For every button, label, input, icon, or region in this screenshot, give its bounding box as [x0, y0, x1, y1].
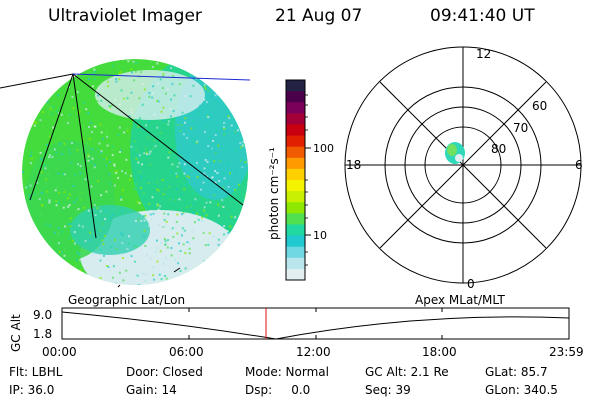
info-door: Door: Closed	[126, 365, 203, 379]
colorbar-unit-label: photon cm⁻²s⁻¹	[267, 147, 281, 240]
orbit-y-tick-max: 9.0	[33, 308, 52, 322]
colorbar-stripe	[286, 124, 305, 137]
info-dsp: Dsp: 0.0	[245, 383, 310, 397]
polar-aurora-patch	[445, 142, 465, 164]
observation-date: 21 Aug 07	[275, 6, 363, 26]
colorbar-stripe	[286, 257, 305, 270]
colorbar-stripe	[286, 191, 305, 203]
colorbar-tick-10: 10	[313, 229, 327, 242]
instrument-status: Flt: LBHL Door: Closed Mode: Normal GC A…	[9, 365, 558, 397]
colorbar-stripe	[286, 113, 305, 125]
orbit-right-title: Apex MLat/MLT	[415, 293, 505, 307]
orbit-x-tick-2: 12:00	[296, 345, 331, 359]
colorbar-stripe	[286, 268, 305, 281]
mlt-label-18: 18	[346, 158, 361, 172]
mlt-label-12: 12	[476, 47, 491, 61]
orbit-x-tick-3: 18:00	[422, 345, 457, 359]
colorbar-tick-100: 100	[313, 142, 334, 155]
info-mode: Mode: Normal	[245, 365, 329, 379]
colorbar-stripe	[286, 157, 305, 170]
colorbar-stripe	[286, 235, 305, 248]
mlat-label-60: 60	[532, 99, 547, 113]
orbit-altitude-curve	[61, 311, 570, 340]
colorbar-stripe	[286, 224, 305, 237]
uv-earth-image	[0, 59, 251, 288]
info-gain: Gain: 14	[126, 383, 177, 397]
mlat-label-70: 70	[513, 121, 528, 135]
colorbar-stripe	[286, 202, 305, 214]
geo-grid-lines	[0, 73, 244, 288]
orbit-y-tick-min: 1.8	[33, 327, 52, 341]
colorbar-stripe	[286, 80, 305, 92]
colorbar-stripe	[286, 102, 305, 114]
colorbar-stripe	[286, 246, 305, 259]
colorbar-stripe	[286, 91, 305, 103]
mlt-label-6: 6	[575, 158, 583, 172]
info-gc-alt: GC Alt: 2.1 Re	[365, 365, 449, 379]
info-ip: IP: 36.0	[9, 383, 54, 397]
terminator-line	[72, 73, 251, 81]
orbit-plot: Geographic Lat/Lon Apex MLat/MLT GC Alt …	[9, 293, 584, 359]
instrument-title: Ultraviolet Imager	[48, 6, 202, 26]
mlt-label-0: 0	[467, 277, 475, 291]
observation-time: 09:41:40 UT	[430, 6, 535, 26]
info-seq: Seq: 39	[365, 383, 411, 397]
info-filter: Flt: LBHL	[9, 365, 63, 379]
orbit-x-tick-0: 00:00	[42, 345, 77, 359]
orbit-x-tick-1: 06:00	[169, 345, 204, 359]
colorbar-stripe	[286, 213, 305, 225]
colorbar-stripe	[286, 168, 305, 181]
colorbar-stripe	[286, 180, 305, 192]
colorbar: 100 10 photon cm⁻²s⁻¹	[267, 79, 334, 281]
info-glat: GLat: 85.7	[485, 365, 548, 379]
colorbar-stripe	[286, 146, 305, 159]
orbit-y-label: GC Alt	[9, 314, 23, 352]
orbit-left-title: Geographic Lat/Lon	[68, 293, 185, 307]
info-glon: GLon: 340.5	[485, 383, 558, 397]
mlat-label-80: 80	[491, 142, 506, 156]
colorbar-stripe	[286, 135, 305, 148]
orbit-x-tick-4: 23:59	[549, 345, 584, 359]
polar-plot	[344, 46, 582, 284]
